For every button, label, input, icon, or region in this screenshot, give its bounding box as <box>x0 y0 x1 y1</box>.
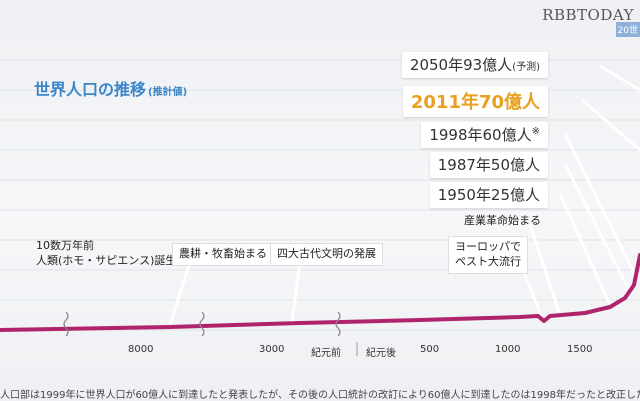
population-curve <box>0 253 640 332</box>
annotation-line: 産業革命始まる <box>464 214 541 227</box>
leader-line <box>528 223 562 316</box>
annotation-ancient-civilizations: 四大古代文明の発展 <box>270 243 383 266</box>
chart-subtitle: (推計値) <box>148 87 188 98</box>
corner-tag: 20世 <box>615 22 640 37</box>
milestone-label: 1950年25億人 <box>437 186 540 204</box>
milestone-label: 2011年70億人 <box>410 92 540 113</box>
x-tick-label: 1000 <box>495 344 521 355</box>
watermark: RBBTODAY <box>542 6 634 24</box>
x-tick-label: 紀元後 <box>366 348 396 359</box>
leader-line <box>168 261 192 326</box>
leader-line <box>290 261 302 323</box>
axis-break <box>199 311 205 337</box>
leader-line <box>563 163 632 293</box>
chart-grid <box>0 59 640 356</box>
chart-title: 世界人口の推移 (推計値) <box>34 76 187 100</box>
annotation-plague: ヨーロッパで ペスト大流行 <box>448 236 528 274</box>
annotation-line: 四大古代文明の発展 <box>277 247 376 260</box>
annotation-agriculture: 農耕・牧畜始まる <box>172 243 274 266</box>
x-tick-label: 紀元前 <box>311 348 341 359</box>
leader-line <box>581 98 640 152</box>
annotation-line: 10数万年前 <box>36 239 94 252</box>
x-tick-label: 1500 <box>567 344 593 355</box>
leader-line <box>563 133 637 276</box>
milestone-note: (予測) <box>512 62 540 73</box>
axis-breaks <box>63 311 341 337</box>
x-tick-label: 8000 <box>128 344 154 355</box>
milestone-2011: 2011年70億人 <box>402 86 548 117</box>
x-tick-label: 3000 <box>259 344 285 355</box>
leader-lines <box>168 64 640 326</box>
leader-line <box>599 64 640 92</box>
milestone-label: 2050年93億人 <box>409 56 513 74</box>
annotation-line: 農耕・牧畜始まる <box>179 247 267 260</box>
axis-break <box>335 311 341 337</box>
leader-line <box>558 193 612 306</box>
chart-title-text: 世界人口の推移 <box>34 80 147 99</box>
annotation-line: ペスト大流行 <box>455 254 521 268</box>
annotation-line: 人類(ホモ・サピエンス)誕生 <box>36 253 177 267</box>
milestone-label: 1998年60億人 <box>429 126 532 144</box>
annotation-line: ヨーロッパで <box>455 240 521 253</box>
milestone-1950: 1950年25億人 <box>429 182 548 208</box>
milestone-label: 1987年50億人 <box>437 156 540 174</box>
annotation-homo-sapiens: 10数万年前 人類(ホモ・サピエンス)誕生 <box>30 236 182 272</box>
annotation-industrial-revolution: 産業革命始まる <box>458 211 547 232</box>
milestone-note: ※ <box>531 126 540 137</box>
milestone-2050: 2050年93億人(予測) <box>401 52 548 78</box>
milestone-1987: 1987年50億人 <box>429 152 548 178</box>
milestone-1998: 1998年60億人※ <box>421 122 548 148</box>
x-tick-label: 500 <box>420 344 440 355</box>
axis-break <box>63 311 69 337</box>
footnote: 人口部は1999年に世界人口が60億人に到達したと発表したが、その後の人口統計の… <box>0 390 640 401</box>
